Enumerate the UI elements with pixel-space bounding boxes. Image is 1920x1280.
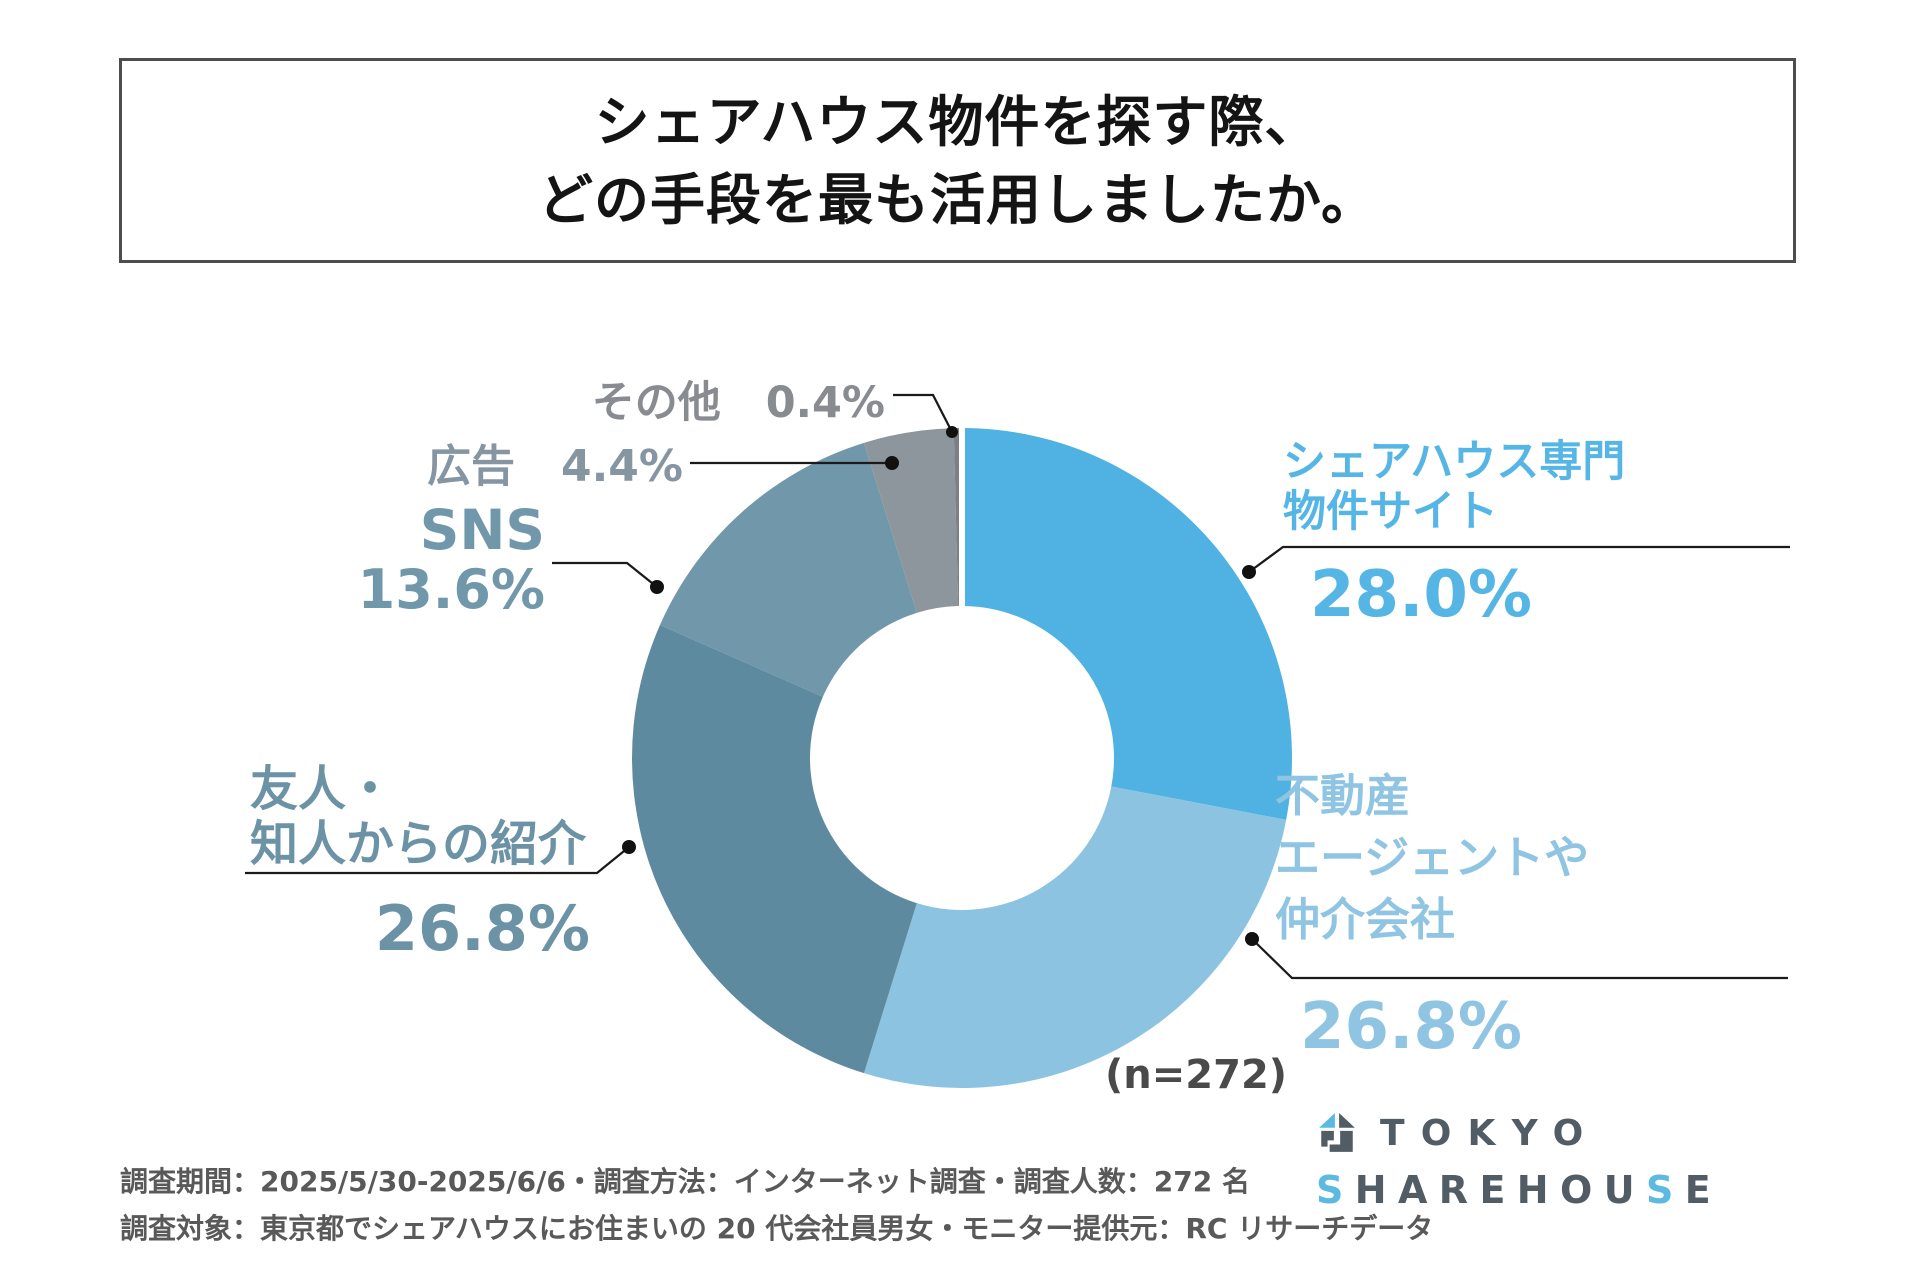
callout-agent-line-2: エージェントや xyxy=(1275,831,1590,884)
brand-word-sharehouse: SHAREHOUSE xyxy=(1316,1168,1796,1212)
brand-letter-s1: S xyxy=(1316,1168,1355,1212)
brand-word-tokyo: TOKYO xyxy=(1380,1112,1600,1154)
donut-slice-2 xyxy=(631,625,917,1074)
callout-friend-pct: 26.8% xyxy=(374,892,590,965)
callout-ad-label: 広告 xyxy=(426,441,515,492)
callout-friend-label: 友人・ 知人からの紹介 xyxy=(250,762,586,872)
leader-dot-other xyxy=(946,426,958,438)
leader-dot-ad xyxy=(885,456,899,470)
donut-slice-4 xyxy=(863,428,959,613)
callout-ad-pct: 4.4% xyxy=(560,441,683,492)
leader-line-sns xyxy=(552,561,658,588)
brand-letters-mid: HAREHOU xyxy=(1354,1168,1646,1212)
survey-question-title-box: シェアハウス物件を探す際、 どの手段を最も活用しましたか。 xyxy=(119,58,1796,263)
brand-letter-e: E xyxy=(1684,1168,1723,1212)
title-line-1: シェアハウス物件を探す際、 xyxy=(594,89,1321,154)
leader-dot-friend xyxy=(622,840,636,854)
brand-letter-s2: S xyxy=(1645,1168,1685,1212)
donut-slice-3 xyxy=(659,442,917,697)
leader-line-other xyxy=(893,393,954,433)
survey-meta-line-1: 調査期間：2025/5/30-2025/6/6・調査方法：インターネット調査・調… xyxy=(120,1165,1250,1198)
survey-meta-line-2: 調査対象：東京都でシェアハウスにお住まいの 20 代会社員男女・モニター提供元：… xyxy=(120,1212,1434,1245)
callout-agent-label: 不動産 エージェントや 仲介会社 xyxy=(1275,765,1589,951)
callout-sns-pct: 13.6% xyxy=(357,558,545,621)
callout-site-line-1: シェアハウス専門 xyxy=(1283,437,1626,487)
callout-site-pct: 28.0% xyxy=(1310,558,1533,632)
leader-line-agent xyxy=(1251,938,1788,980)
donut-slices xyxy=(631,427,1292,1089)
leader-dots xyxy=(622,426,1259,946)
leader-dot-agent xyxy=(1245,932,1259,946)
callout-other: その他 0.4% xyxy=(535,368,885,430)
callout-sns-label: SNS xyxy=(419,498,545,562)
callout-agent-line-1: 不動産 xyxy=(1275,769,1411,822)
callout-other-label: その他 xyxy=(591,378,721,428)
callout-sns: SNS 13.6% xyxy=(280,500,545,620)
leader-line-friend xyxy=(245,846,630,875)
leader-lines xyxy=(245,393,1790,980)
callout-site-label: シェアハウス専門 物件サイト xyxy=(1283,437,1625,537)
callout-ad: 広告 4.4% xyxy=(363,430,683,494)
callout-friend-line-1: 友人・ xyxy=(250,761,395,817)
leader-dot-sns xyxy=(650,580,664,594)
sample-size-label: (n=272) xyxy=(1105,1052,1288,1098)
callout-agent-pct: 26.8% xyxy=(1300,990,1523,1064)
callout-friend-line-2: 知人からの紹介 xyxy=(250,816,587,872)
callout-agent-line-3: 仲介会社 xyxy=(1275,893,1456,946)
donut-slice-0 xyxy=(962,428,1292,820)
donut-slice-1 xyxy=(863,786,1287,1089)
title-line-2: どの手段を最も活用しましたか。 xyxy=(538,167,1377,232)
leader-dot-site xyxy=(1242,565,1256,579)
callout-other-pct: 0.4% xyxy=(765,378,885,428)
callout-site-line-2: 物件サイト xyxy=(1283,487,1498,537)
leader-line-site xyxy=(1248,545,1790,573)
house-icon xyxy=(1319,1113,1355,1152)
brand-logo: TOKYO SHAREHOUSE xyxy=(1316,1112,1796,1213)
